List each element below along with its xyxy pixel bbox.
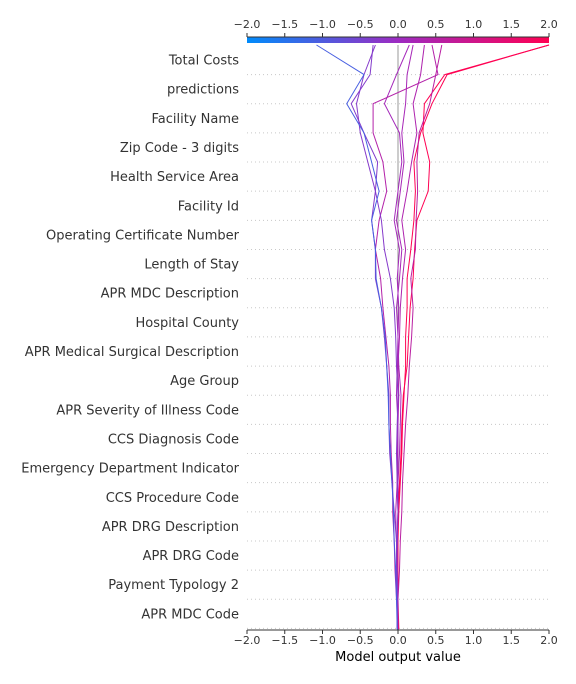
x-tick-label: 0.0 [389,634,407,647]
top-tick-label: 0.5 [427,18,445,31]
feature-label: APR Medical Surgical Description [25,345,239,360]
colorbar-gradient [247,37,549,43]
feature-label: Operating Certificate Number [46,228,240,243]
top-tick-label: 1.5 [503,18,521,31]
feature-label: APR MDC Description [101,287,239,302]
top-tick-label: 1.0 [465,18,483,31]
x-tick-label: −1.0 [309,634,336,647]
feature-label: Zip Code - 3 digits [120,141,239,156]
x-tick-label: −1.5 [271,634,298,647]
x-tick-label: −2.0 [234,634,261,647]
feature-label: APR Severity of Illness Code [56,403,239,418]
top-tick-label: −2.0 [234,18,261,31]
decision-line [397,44,443,630]
feature-label: Emergency Department Indicator [21,462,239,477]
x-tick-label: 1.0 [465,634,483,647]
top-tick-label: 2.0 [540,18,558,31]
decision-line [350,44,399,631]
decision-line [316,44,399,631]
feature-label: Facility Id [178,199,239,214]
feature-label: Payment Typology 2 [108,578,239,593]
feature-label: Length of Stay [144,258,239,273]
feature-label: Hospital County [136,316,240,331]
feature-labels: Total Costs predictions Facility Name Zip C… [21,54,239,623]
x-tick-label: 2.0 [540,634,558,647]
x-tick-label: 1.5 [503,634,521,647]
colorbar: −2.0 −1.5 −1.0 −0.5 0.0 0.5 1.0 1.5 2.0 [234,18,558,43]
feature-label: Age Group [170,374,239,389]
feature-label: APR DRG Code [143,549,239,564]
top-tick-label: −1.5 [271,18,298,31]
feature-label: Facility Name [151,112,239,127]
x-axis-title: Model output value [335,650,461,665]
top-tick-label: 0.0 [389,18,407,31]
feature-label: predictions [167,83,239,98]
feature-label: Total Costs [168,54,239,69]
x-axis: −2.0 −1.5 −1.0 −0.5 0.0 0.5 1.0 1.5 2.0 Model out… [234,629,558,665]
decision-line [397,44,550,631]
top-tick-label: −1.0 [309,18,336,31]
feature-label: APR DRG Description [102,520,239,535]
x-tick-label: −0.5 [347,634,374,647]
feature-label: Health Service Area [110,170,239,185]
decision-lines [316,44,550,631]
top-tick-label: −0.5 [347,18,374,31]
feature-label: CCS Procedure Code [106,491,239,506]
feature-label: APR MDC Code [141,607,239,622]
x-tick-label: 0.5 [427,634,445,647]
feature-label: CCS Diagnosis Code [108,432,239,447]
